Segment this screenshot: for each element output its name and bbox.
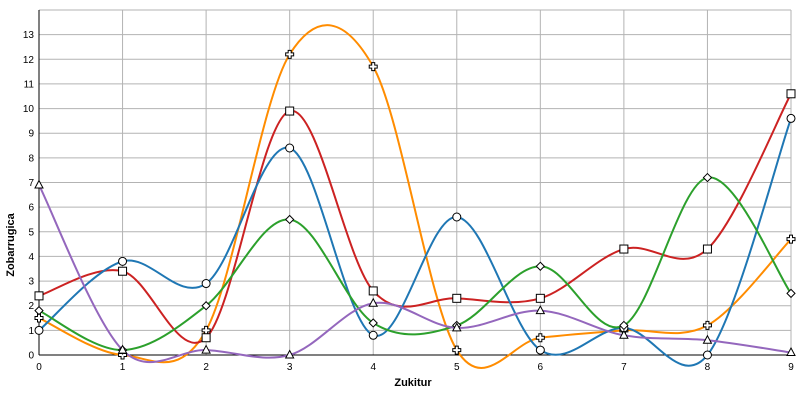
data-point-triangle	[368, 297, 379, 307]
x-tick-label: 7	[621, 362, 627, 373]
data-point-square	[786, 89, 796, 99]
data-point-cross	[786, 234, 796, 244]
data-point-triangle	[201, 344, 211, 354]
y-tick-label: 0	[28, 351, 34, 362]
x-tick-label: 2	[203, 362, 209, 373]
data-point-diamond	[368, 318, 378, 328]
y-tick-label: 10	[23, 104, 35, 115]
y-tick-label: 5	[28, 227, 34, 238]
series-lines	[38, 24, 792, 369]
data-point-square	[201, 333, 211, 343]
series-line	[38, 118, 792, 367]
data-point-triangle	[451, 322, 462, 332]
y-tick-label: 13	[23, 30, 35, 41]
data-point-square	[118, 266, 128, 276]
data-point-circle	[368, 330, 378, 340]
y-tick-label: 1	[28, 326, 34, 337]
data-point-diamond	[535, 261, 546, 271]
data-point-cross	[34, 313, 44, 323]
data-point-square	[368, 286, 378, 296]
y-tick-label: 4	[28, 252, 34, 263]
data-point-square	[452, 293, 462, 303]
x-tick-label: 0	[36, 362, 42, 373]
data-point-square	[285, 106, 295, 116]
data-point-diamond	[284, 214, 295, 225]
y-tick-label: 6	[28, 203, 34, 214]
y-tick-label: 8	[28, 153, 34, 164]
data-point-circle	[118, 256, 128, 266]
data-point-diamond	[619, 320, 629, 331]
data-point-circle	[702, 350, 712, 360]
data-point-square	[619, 244, 629, 254]
data-point-diamond	[786, 288, 796, 299]
x-tick-label: 4	[370, 362, 376, 373]
x-tick-label: 3	[287, 362, 293, 373]
data-point-triangle	[535, 305, 546, 315]
y-tick-label: 11	[24, 79, 35, 90]
data-point-cross	[368, 62, 378, 72]
data-point-circle	[285, 143, 295, 153]
data-point-cross	[702, 320, 712, 330]
x-tick-label: 1	[120, 362, 126, 373]
data-point-circle	[452, 212, 462, 222]
y-tick-label: 7	[28, 178, 34, 189]
data-point-circle	[535, 345, 545, 355]
data-point-diamond	[201, 301, 211, 311]
x-tick-label: 9	[788, 362, 794, 373]
data-point-circle	[786, 113, 796, 123]
x-tick-label: 5	[454, 362, 460, 373]
y-tick-label: 3	[28, 277, 34, 288]
series-line	[38, 24, 792, 369]
data-point-triangle	[117, 344, 128, 354]
y-axis-title: Zobarrugica	[5, 212, 17, 276]
data-point-diamond	[34, 305, 44, 316]
x-tick-label: 8	[705, 362, 711, 373]
y-tick-label: 12	[23, 55, 35, 66]
data-point-square	[34, 291, 44, 301]
y-tick-label: 9	[28, 129, 34, 140]
data-point-cross	[535, 333, 545, 343]
series-line	[38, 184, 792, 364]
data-point-circle	[34, 325, 44, 335]
data-point-triangle	[702, 334, 713, 344]
data-point-diamond	[702, 172, 713, 183]
grid	[38, 9, 792, 356]
data-point-triangle	[284, 349, 295, 359]
data-point-triangle	[34, 179, 44, 189]
y-tick-label: 2	[28, 301, 34, 312]
series-line	[38, 176, 792, 352]
data-markers	[34, 49, 796, 360]
x-axis-title: Zukitur	[394, 377, 432, 389]
data-point-square	[535, 293, 545, 303]
data-point-circle	[201, 279, 211, 289]
x-tick-label: 6	[538, 362, 544, 373]
data-point-square	[702, 244, 712, 254]
data-point-triangle	[619, 329, 629, 339]
data-point-cross	[452, 345, 462, 355]
data-point-cross	[285, 49, 295, 59]
data-point-triangle	[786, 346, 796, 357]
